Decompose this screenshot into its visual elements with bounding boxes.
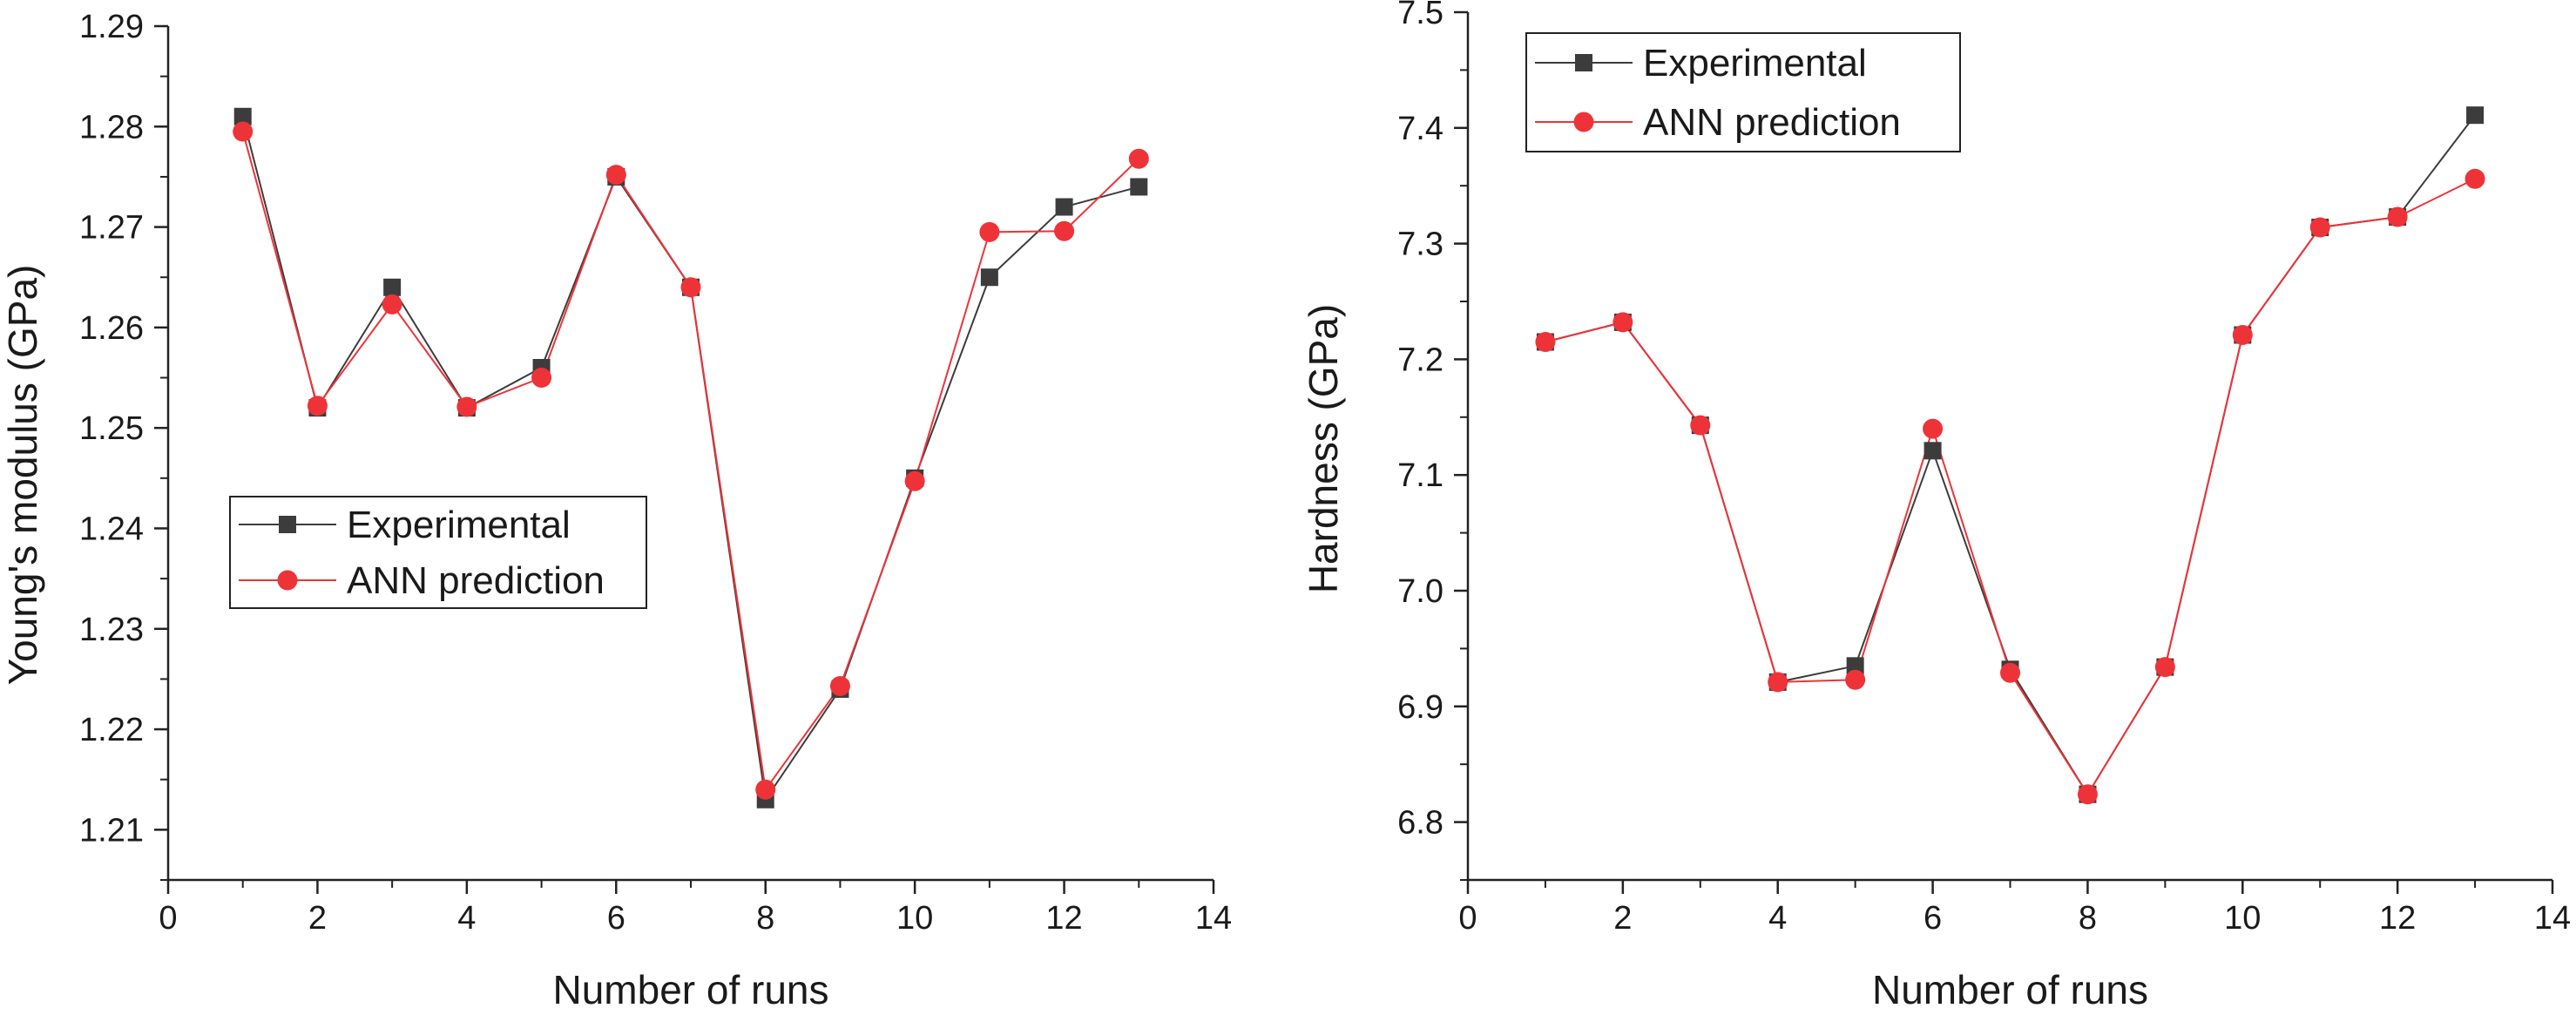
x-tick-label: 14 — [2534, 900, 2571, 937]
x-tick-label: 2 — [308, 900, 327, 937]
ann-prediction-point — [2387, 206, 2408, 227]
x-tick-label: 0 — [159, 900, 177, 937]
experimental-point — [2466, 106, 2485, 125]
series-line-experimental — [1545, 114, 2476, 796]
legend-label: Experimental — [1643, 42, 1867, 85]
x-tick-label: 8 — [756, 900, 774, 937]
chart-panel-1: 0 2 4 6 8 10 12 14 1.21 1.22 1.23 1.24 1.25 1.26 1.27 1… — [0, 9, 1232, 1012]
y-tick-label: 1.22 — [79, 712, 144, 748]
experimental-point — [1130, 178, 1148, 196]
y-tick-label: 1.25 — [79, 410, 144, 447]
experimental-point — [1055, 198, 1073, 216]
x-tick-label: 8 — [2079, 900, 2097, 937]
y-tick-label: 1.28 — [79, 109, 144, 145]
x-tick-label: 10 — [2224, 900, 2261, 937]
legend-marker-ann-prediction — [1573, 112, 1594, 132]
ann-prediction-point — [755, 779, 776, 800]
x-tick-label: 12 — [2379, 900, 2416, 937]
ann-prediction-point — [2309, 217, 2330, 238]
legend-label: Experimental — [347, 504, 571, 546]
legend-box — [1525, 32, 1961, 152]
legend-label: ANN prediction — [1643, 101, 1901, 144]
series-line-ann-prediction — [241, 131, 1139, 792]
legend-marker-experimental — [1575, 54, 1592, 71]
ann-prediction-point — [1768, 672, 1788, 693]
ann-prediction-point — [531, 368, 552, 389]
x-tick-label: 14 — [1195, 900, 1232, 937]
ann-prediction-point — [829, 675, 850, 696]
x-tick-label: 10 — [896, 900, 933, 937]
experimental-point — [980, 268, 998, 287]
legend-marker-experimental — [279, 516, 296, 533]
x-tick-label: 12 — [1045, 900, 1082, 937]
ann-prediction-point — [233, 121, 254, 142]
y-tick-label: 7.3 — [1397, 227, 1444, 263]
ann-prediction-point — [1690, 415, 1711, 436]
x-tick-label: 4 — [1768, 900, 1787, 937]
y-tick-label: 7.0 — [1397, 573, 1444, 610]
ann-prediction-point — [382, 294, 402, 315]
x-tick-label: 4 — [457, 900, 476, 937]
y-tick-label: 7.5 — [1397, 0, 1444, 31]
y-tick-label: 7.1 — [1397, 457, 1444, 494]
y-axis-title: Young's modulus (GPa) — [0, 265, 45, 686]
y-tick-label: 1.26 — [79, 310, 144, 347]
ann-prediction-point — [904, 470, 925, 491]
ann-prediction-point — [1923, 418, 1944, 439]
ann-prediction-point — [2000, 662, 2020, 683]
y-tick-label: 1.29 — [79, 9, 144, 45]
x-tick-label: 6 — [607, 900, 625, 937]
ann-prediction-point — [2232, 325, 2253, 346]
y-tick-label: 1.21 — [79, 812, 144, 849]
x-tick-label: 2 — [1613, 900, 1632, 937]
ann-prediction-point — [456, 396, 477, 417]
x-tick-label: 6 — [1924, 900, 1942, 937]
series-line-experimental — [241, 116, 1139, 802]
ann-prediction-point — [307, 396, 328, 416]
legend-marker-ann-prediction — [277, 570, 298, 591]
legend: Experimental ANN prediction — [1525, 32, 1961, 152]
y-tick-label: 1.24 — [79, 511, 144, 547]
y-tick-label: 6.9 — [1397, 689, 1444, 726]
x-axis-title: Number of runs — [1872, 967, 2148, 1012]
ann-prediction-point — [1535, 331, 1556, 352]
y-axis-title: Hardness (GPa) — [1301, 304, 1346, 593]
ann-prediction-point — [1845, 669, 1866, 690]
ann-prediction-point — [680, 277, 701, 298]
legend-box — [229, 496, 647, 609]
ann-prediction-point — [2077, 784, 2098, 805]
ann-prediction-point — [1128, 148, 1149, 169]
y-tick-label: 1.23 — [79, 612, 144, 648]
series-line-ann-prediction — [1545, 178, 2476, 796]
legend: Experimental ANN prediction — [229, 496, 647, 609]
ann-prediction-point — [2464, 168, 2485, 189]
y-tick-label: 1.27 — [79, 210, 144, 247]
y-tick-label: 7.2 — [1397, 342, 1444, 378]
x-tick-label: 0 — [1458, 900, 1477, 937]
experimental-point — [1924, 442, 1942, 460]
y-tick-label: 7.4 — [1397, 111, 1444, 147]
experimental-point — [1846, 657, 1864, 675]
experimental-point — [233, 107, 252, 125]
y-tick-label: 6.8 — [1397, 805, 1444, 842]
x-axis-title: Number of runs — [552, 967, 828, 1012]
chart-panel-2: 0 2 4 6 8 10 12 14 6.8 6.9 7.0 7.1 7.2 7.3 7.4 7.5 Numbe… — [1301, 0, 2571, 1012]
ann-prediction-point — [2154, 657, 2175, 678]
ann-prediction-point — [979, 221, 1000, 242]
experimental-point — [383, 278, 402, 296]
legend-label: ANN prediction — [347, 559, 605, 602]
ann-prediction-point — [1613, 312, 1633, 333]
ann-prediction-point — [605, 165, 626, 186]
ann-prediction-point — [1054, 220, 1075, 241]
